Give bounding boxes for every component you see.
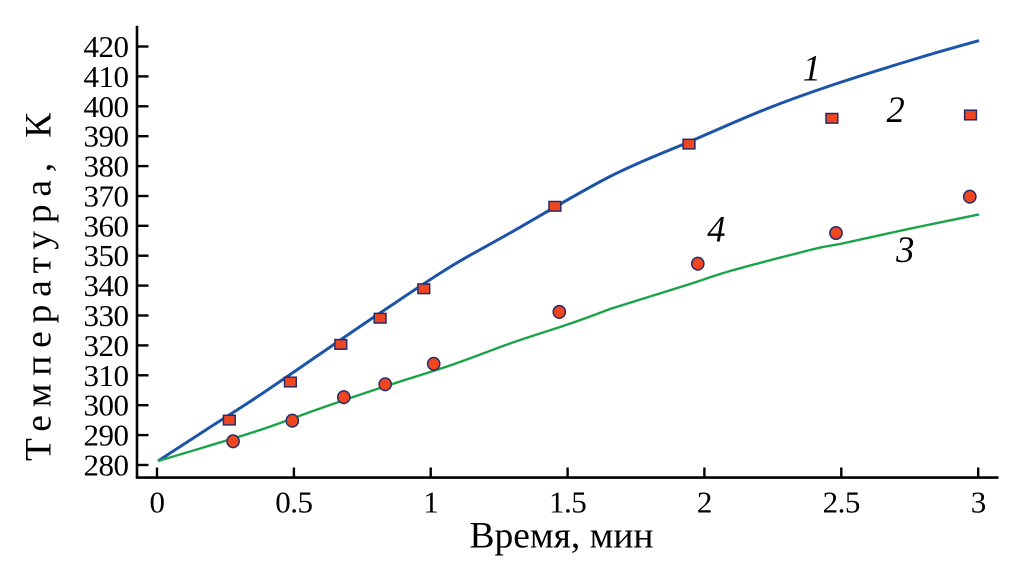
svg-text:310: 310 (84, 358, 129, 393)
svg-text:350: 350 (84, 238, 129, 273)
svg-text:370: 370 (84, 179, 129, 214)
svg-text:420: 420 (84, 29, 129, 64)
svg-text:300: 300 (84, 388, 129, 423)
svg-text:360: 360 (84, 208, 129, 243)
svg-text:330: 330 (84, 298, 129, 333)
svg-text:1: 1 (423, 485, 438, 520)
svg-text:280: 280 (84, 448, 129, 483)
svg-text:410: 410 (84, 59, 129, 94)
svg-text:340: 340 (84, 268, 129, 303)
svg-text:320: 320 (84, 328, 129, 363)
svg-text:2: 2 (886, 89, 904, 130)
svg-text:2: 2 (697, 485, 712, 520)
svg-text:3: 3 (895, 229, 914, 270)
svg-text:400: 400 (84, 89, 129, 124)
svg-text:0.5: 0.5 (275, 485, 312, 520)
svg-text:1: 1 (803, 47, 821, 88)
svg-text:2.5: 2.5 (823, 485, 860, 520)
svg-text:380: 380 (84, 149, 129, 184)
svg-text:Температура, К: Температура, К (19, 105, 60, 461)
svg-text:4: 4 (707, 209, 725, 250)
svg-text:0: 0 (150, 485, 165, 520)
svg-text:3: 3 (971, 485, 986, 520)
svg-text:1.5: 1.5 (549, 485, 586, 520)
svg-text:Время, мин: Время, мин (469, 516, 653, 557)
svg-text:290: 290 (84, 418, 129, 453)
svg-text:390: 390 (84, 119, 129, 154)
